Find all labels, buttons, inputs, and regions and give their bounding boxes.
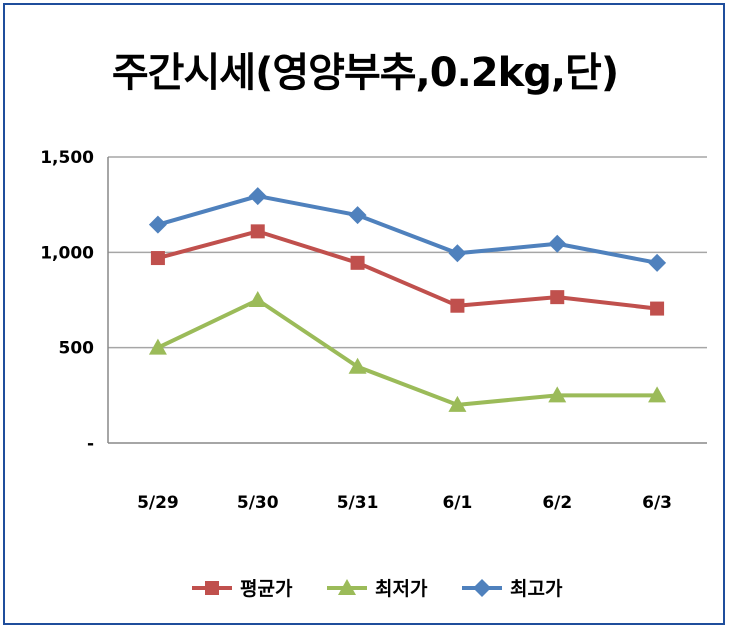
data-point-marker bbox=[150, 251, 165, 266]
data-point-marker bbox=[248, 187, 267, 206]
series-line bbox=[157, 229, 658, 311]
y-tick-label: - bbox=[87, 434, 94, 454]
data-point-marker bbox=[448, 395, 467, 412]
data-point-marker bbox=[548, 386, 567, 403]
data-point-marker bbox=[350, 255, 365, 270]
y-tick-label: 1,000 bbox=[40, 243, 94, 263]
legend-marker bbox=[338, 579, 356, 595]
chart-frame bbox=[3, 3, 725, 625]
data-point-marker bbox=[648, 386, 667, 403]
data-point-marker bbox=[648, 253, 667, 272]
data-point-marker bbox=[548, 234, 567, 253]
data-point-marker bbox=[250, 224, 265, 239]
grid-lines bbox=[107, 156, 707, 444]
series-line bbox=[157, 194, 658, 265]
legend-marker bbox=[205, 581, 219, 595]
data-point-marker bbox=[550, 290, 565, 305]
y-tick-label: 500 bbox=[59, 339, 95, 359]
data-point-marker bbox=[448, 244, 467, 263]
legend: 평균가 최저가 최고가 bbox=[192, 578, 563, 600]
y-tick-label: 1,500 bbox=[40, 148, 94, 168]
x-tick-label: 5/30 bbox=[237, 493, 279, 513]
data-point-marker bbox=[650, 301, 665, 316]
x-axis-ticks: 5/29 5/30 5/31 6/1 6/2 6/3 bbox=[137, 493, 672, 513]
data-point-marker bbox=[148, 338, 167, 355]
x-tick-label: 6/1 bbox=[442, 493, 472, 513]
x-tick-label: 6/2 bbox=[542, 493, 572, 513]
data-point-marker bbox=[248, 291, 267, 307]
data-point-marker bbox=[348, 206, 367, 225]
legend-label: 최고가 bbox=[510, 578, 563, 600]
x-tick-label: 6/3 bbox=[642, 493, 672, 513]
legend-label: 평균가 bbox=[240, 578, 293, 600]
data-point-marker bbox=[450, 298, 465, 313]
data-point-marker bbox=[348, 357, 367, 374]
y-axis-ticks: - 500 1,000 1,500 bbox=[40, 148, 94, 454]
data-point-marker bbox=[148, 215, 167, 234]
legend-marker bbox=[473, 579, 491, 597]
series-line bbox=[157, 298, 658, 407]
series-lines bbox=[148, 187, 667, 412]
legend-label: 최저가 bbox=[375, 578, 428, 600]
x-tick-label: 5/31 bbox=[337, 493, 379, 513]
chart-title: 주간시세(영양부추,0.2kg,단) bbox=[111, 50, 619, 96]
x-tick-label: 5/29 bbox=[137, 493, 179, 513]
